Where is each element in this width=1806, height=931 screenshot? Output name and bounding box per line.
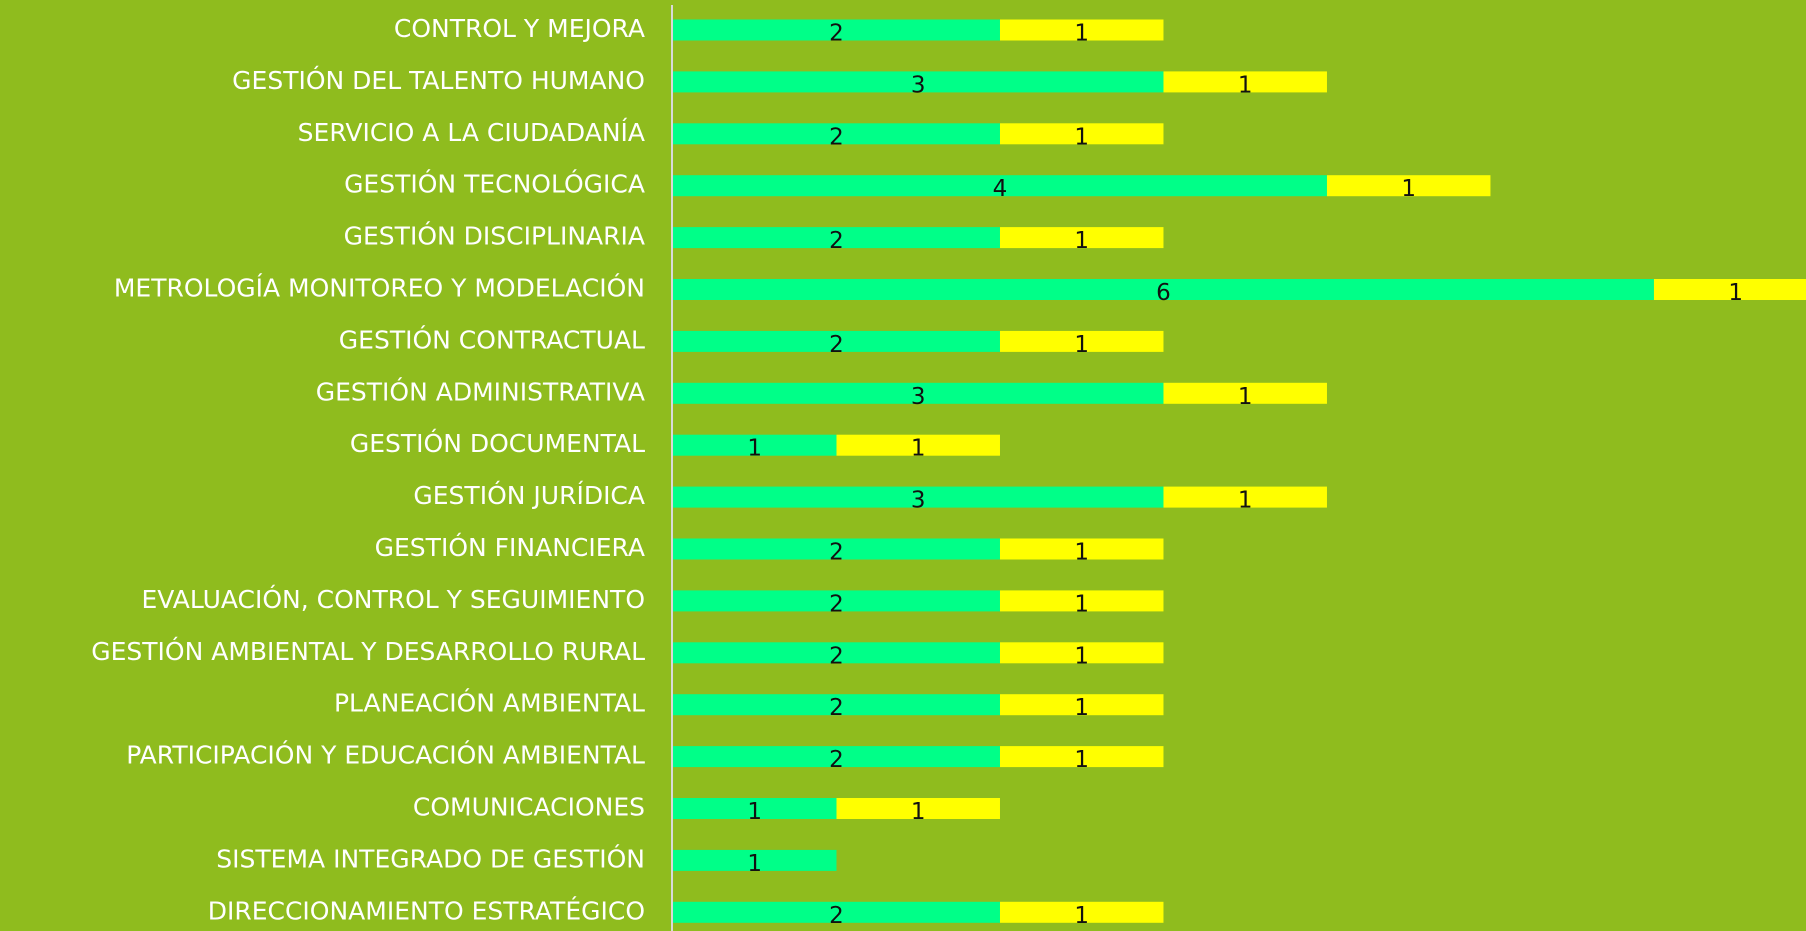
bar-segment <box>836 434 1000 456</box>
bar-segment <box>1653 279 1806 300</box>
bar-segment <box>999 694 1164 716</box>
category-label: DIRECCIONAMIENTO ESTRATÉGICO <box>208 896 645 925</box>
bar-segment <box>673 486 1164 508</box>
value-label: 1 <box>747 799 762 825</box>
value-label: 2 <box>829 591 844 617</box>
bar-segment <box>673 279 1654 300</box>
value-label: 3 <box>911 384 926 410</box>
category-label: GESTIÓN TECNOLÓGICA <box>344 169 645 199</box>
category-label: GESTIÓN ADMINISTRATIVA <box>316 376 645 406</box>
value-label: 1 <box>1074 591 1089 617</box>
category-label: GESTIÓN DEL TALENTO HUMANO <box>232 65 645 95</box>
bar-segment <box>673 19 1000 41</box>
category-label: GESTIÓN CONTRACTUAL <box>339 324 645 354</box>
value-label: 1 <box>911 436 926 462</box>
value-label: 1 <box>1074 124 1089 150</box>
bar-segment <box>999 746 1164 768</box>
value-label: 3 <box>911 488 926 514</box>
value-label: 1 <box>1074 228 1089 254</box>
bar-segment <box>673 434 837 456</box>
bar-segment <box>673 746 1000 768</box>
bar-segment <box>673 694 1000 716</box>
category-label: SISTEMA INTEGRADO DE GESTIÓN <box>216 843 645 873</box>
category-label: CONTROL Y MEJORA <box>394 14 645 43</box>
value-label: 4 <box>993 176 1008 202</box>
bar-segment <box>673 330 1000 352</box>
bar-segment <box>673 382 1164 404</box>
category-label: GESTIÓN AMBIENTAL Y DESARROLLO RURAL <box>91 636 645 666</box>
bar-segment <box>999 901 1164 923</box>
value-label: 1 <box>1238 384 1253 410</box>
category-label: SERVICIO A LA CIUDADANÍA <box>298 118 645 147</box>
bar-segment <box>1163 382 1327 404</box>
category-label: PARTICIPACIÓN Y EDUCACIÓN AMBIENTAL <box>126 740 645 770</box>
bar-segment <box>673 849 837 871</box>
bar-segment <box>999 123 1164 145</box>
value-label: 1 <box>747 436 762 462</box>
value-label: 1 <box>1074 695 1089 721</box>
value-label: 2 <box>829 124 844 150</box>
category-label: COMUNICACIONES <box>413 793 645 822</box>
category-label: GESTIÓN FINANCIERA <box>375 532 645 562</box>
value-label: 1 <box>1074 747 1089 773</box>
bar-segment <box>999 642 1164 664</box>
bar-segment <box>673 642 1000 664</box>
bar-segment <box>999 227 1164 249</box>
bar-segment <box>999 590 1164 612</box>
category-label: GESTIÓN DOCUMENTAL <box>350 428 645 458</box>
bar-segment <box>1163 71 1327 93</box>
value-label: 2 <box>829 332 844 358</box>
value-label: 6 <box>1156 280 1171 306</box>
value-label: 1 <box>747 851 762 877</box>
value-label: 2 <box>829 21 844 47</box>
category-label: PLANEACIÓN AMBIENTAL <box>334 688 645 718</box>
bar-segment <box>1326 175 1491 197</box>
value-label: 2 <box>829 228 844 254</box>
category-label: GESTIÓN JURÍDICA <box>413 480 645 510</box>
value-label: 1 <box>1401 176 1416 202</box>
value-label: 1 <box>1238 72 1253 98</box>
bar-segment <box>999 538 1164 560</box>
bar-segment <box>673 538 1000 560</box>
value-label: 1 <box>1074 643 1089 669</box>
value-label: 2 <box>829 540 844 566</box>
value-label: 2 <box>829 903 844 929</box>
bar-segment <box>836 798 1000 819</box>
category-label: GESTIÓN DISCIPLINARIA <box>344 221 645 251</box>
value-label: 1 <box>1728 280 1743 306</box>
value-label: 1 <box>1074 903 1089 929</box>
bar-segment <box>673 798 837 819</box>
value-label: 2 <box>829 643 844 669</box>
bar-segment <box>673 227 1000 249</box>
value-label: 1 <box>1074 540 1089 566</box>
value-label: 3 <box>911 72 926 98</box>
value-label: 1 <box>1074 332 1089 358</box>
value-label: 1 <box>1074 21 1089 47</box>
value-label: 2 <box>829 695 844 721</box>
value-label: 1 <box>1238 488 1253 514</box>
value-label: 2 <box>829 747 844 773</box>
bar-segment <box>999 19 1164 41</box>
bar-segment <box>999 330 1164 352</box>
bar-segment <box>673 71 1164 93</box>
bar-segment <box>673 901 1000 923</box>
bar-segment <box>673 590 1000 612</box>
bar-segment <box>1163 486 1327 508</box>
bar-segment <box>673 123 1000 145</box>
category-label: METROLOGÍA MONITOREO Y MODELACIÓN <box>114 273 645 303</box>
bar-segment <box>673 175 1327 197</box>
value-label: 1 <box>911 799 926 825</box>
category-label: EVALUACIÓN, CONTROL Y SEGUIMIENTO <box>142 584 646 614</box>
